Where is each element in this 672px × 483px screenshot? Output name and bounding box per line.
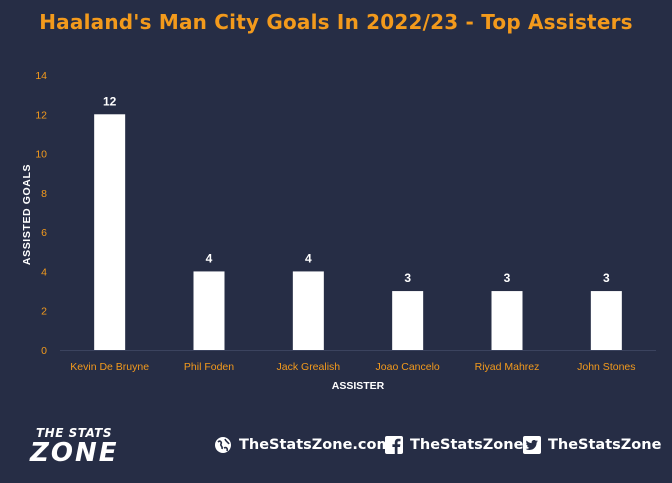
facebook-text: TheStatsZone bbox=[410, 437, 524, 453]
bar bbox=[590, 291, 622, 350]
x-tick-label: Joao Cancelo bbox=[376, 361, 440, 373]
bar-value-label: 4 bbox=[305, 251, 312, 265]
x-tick-label: Kevin De Bruyne bbox=[70, 361, 149, 373]
y-tick-label: 0 bbox=[41, 345, 47, 357]
bar-value-label: 3 bbox=[404, 271, 411, 285]
bar bbox=[193, 271, 225, 350]
twitter-link[interactable]: TheStatsZone bbox=[523, 434, 661, 456]
twitter-text: TheStatsZone bbox=[548, 437, 662, 453]
y-tick-label: 4 bbox=[41, 266, 47, 278]
x-tick-label: Riyad Mahrez bbox=[475, 361, 540, 373]
footer: THE STATS ZONE TheStatsZone.com TheStats… bbox=[0, 418, 672, 478]
bar-value-label: 3 bbox=[603, 271, 610, 285]
bar bbox=[392, 291, 424, 350]
globe-icon bbox=[214, 436, 232, 454]
twitter-icon bbox=[523, 436, 541, 454]
brand-top-text: THE STATS bbox=[36, 426, 112, 440]
brand-big-text: ZONE bbox=[30, 438, 119, 468]
y-tick-label: 6 bbox=[41, 227, 47, 239]
bar-value-label: 12 bbox=[103, 94, 117, 108]
y-tick-label: 8 bbox=[41, 188, 47, 200]
bar bbox=[491, 291, 523, 350]
x-tick-label: Phil Foden bbox=[184, 361, 234, 373]
x-tick-label: John Stones bbox=[577, 361, 635, 373]
bar-value-label: 4 bbox=[206, 251, 213, 265]
bar bbox=[94, 114, 126, 351]
y-axis-title: ASSISTED GOALS bbox=[21, 164, 33, 265]
website-text: TheStatsZone.com bbox=[239, 437, 392, 453]
bar bbox=[292, 271, 324, 350]
y-tick-label: 12 bbox=[35, 109, 47, 121]
bar-chart: 0 2 4 6 8 10 12 14 12 Kevin De Bruyne 4 Phil Foden 4… bbox=[21, 70, 656, 392]
website-link[interactable]: TheStatsZone.com bbox=[214, 434, 392, 456]
x-tick-label: Jack Grealish bbox=[277, 361, 341, 373]
chart-title: Haaland's Man City Goals In 2022/23 - To… bbox=[39, 10, 633, 34]
bar-value-label: 3 bbox=[504, 271, 511, 285]
x-axis-title: ASSISTER bbox=[332, 380, 385, 392]
stats-zone-logo: THE STATS ZONE bbox=[30, 424, 150, 470]
facebook-link[interactable]: TheStatsZone bbox=[385, 434, 523, 456]
facebook-icon bbox=[385, 436, 403, 454]
y-tick-label: 2 bbox=[41, 306, 47, 318]
y-tick-label: 10 bbox=[35, 149, 47, 161]
y-tick-label: 14 bbox=[35, 70, 47, 82]
